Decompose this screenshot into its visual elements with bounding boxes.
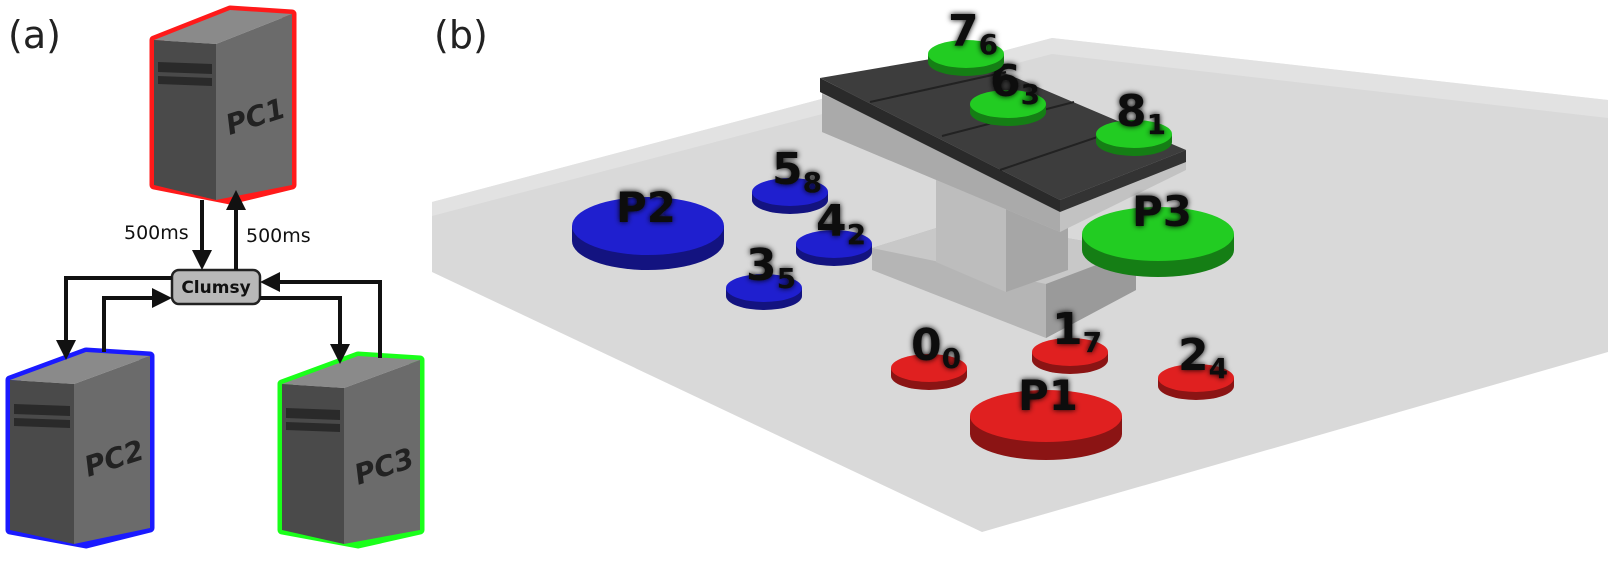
arrow-pc2-to-clumsy: [102, 288, 172, 352]
target-5: 58: [752, 144, 828, 214]
arrow-clumsy-to-pc3: [260, 296, 350, 364]
target-subscript: 2: [847, 218, 866, 251]
target-3-label: 35: [746, 240, 796, 295]
player-p2-label: P2: [616, 183, 676, 232]
target-6: 63: [970, 56, 1046, 126]
target-0-label: 00: [911, 320, 961, 375]
target-7-label: 76: [948, 6, 998, 61]
target-number: 7: [948, 6, 979, 57]
target-5-label: 58: [772, 144, 822, 199]
target-number: 3: [746, 240, 777, 291]
arrow-clumsy-to-pc2: [56, 276, 172, 360]
player-p2: P2: [572, 183, 724, 270]
target-4: 42: [796, 196, 872, 266]
panel-b-label: (b): [434, 13, 488, 57]
player-p3: P3: [1082, 187, 1234, 277]
target-subscript: 0: [942, 342, 961, 375]
latency-down-label: 500ms: [124, 222, 189, 244]
target-subscript: 5: [777, 262, 796, 295]
target-number: 1: [1052, 304, 1083, 355]
player-p1: P1: [970, 371, 1122, 460]
target-subscript: 3: [1021, 78, 1040, 111]
pc3-tower: PC3: [277, 351, 425, 549]
target-subscript: 8: [803, 166, 822, 199]
target-7: 76: [928, 6, 1004, 76]
arrow-pc3-to-clumsy: [260, 272, 382, 358]
pc2-tower: PC2: [5, 347, 155, 549]
pc1-tower: PC1: [149, 5, 297, 205]
target-3: 35: [726, 240, 802, 310]
clumsy-label: Clumsy: [181, 278, 250, 298]
target-2: 24: [1158, 330, 1234, 400]
target-1: 17: [1032, 304, 1108, 374]
target-number: 0: [911, 320, 942, 371]
target-8-label: 81: [1116, 86, 1166, 141]
target-2-label: 24: [1178, 330, 1228, 385]
target-subscript: 1: [1147, 108, 1166, 141]
table: [820, 54, 1186, 338]
target-number: 5: [772, 144, 803, 195]
target-1-label: 17: [1052, 304, 1102, 359]
target-8: 81: [1096, 86, 1172, 156]
target-subscript: 6: [979, 28, 998, 61]
target-0: 00: [891, 320, 967, 390]
target-subscript: 4: [1209, 352, 1228, 385]
target-subscript: 7: [1083, 326, 1102, 359]
latency-up-label: 500ms: [246, 225, 311, 247]
player-p3-label: P3: [1132, 187, 1192, 236]
player-p1-label: P1: [1018, 371, 1078, 420]
network-arrows: [56, 190, 382, 364]
target-number: 2: [1178, 330, 1209, 381]
clumsy-node: Clumsy: [170, 268, 262, 306]
panel-a-label: (a): [8, 13, 61, 57]
target-number: 8: [1116, 86, 1147, 137]
